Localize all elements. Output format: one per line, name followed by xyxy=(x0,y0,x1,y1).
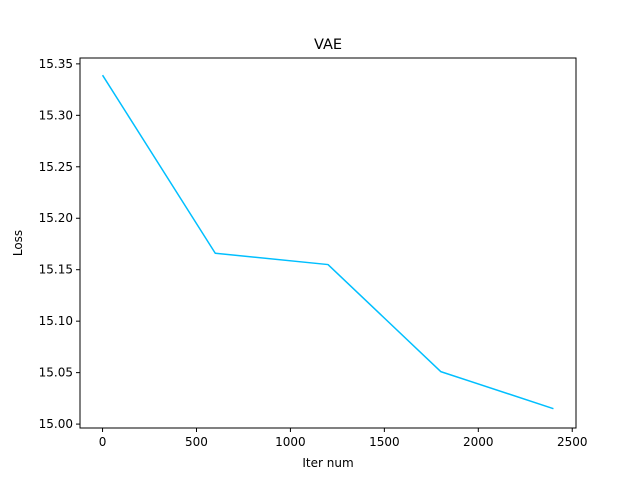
x-tick-label: 500 xyxy=(185,435,208,449)
x-tick-label: 1500 xyxy=(369,435,400,449)
x-axis-label: Iter num xyxy=(302,456,353,470)
y-tick-label: 15.20 xyxy=(39,211,73,225)
series-line-loss xyxy=(101,74,554,410)
x-tick-label: 1000 xyxy=(275,435,306,449)
chart-title: VAE xyxy=(314,37,342,53)
x-tick-label: 2500 xyxy=(557,435,588,449)
y-tick-label: 15.35 xyxy=(39,57,73,71)
y-axis: 15.00 15.05 15.10 15.15 15.20 15.25 15.30 15.35 xyxy=(39,57,80,431)
y-tick-label: 15.25 xyxy=(39,160,73,174)
x-tick-label: 0 xyxy=(99,435,107,449)
y-tick-label: 15.05 xyxy=(39,366,73,380)
plot-area xyxy=(79,57,577,429)
y-axis-label: Loss xyxy=(11,230,25,256)
y-tick-label: 15.15 xyxy=(39,263,73,277)
y-tick-label: 15.30 xyxy=(39,108,73,122)
x-axis: 0 500 1000 1500 2000 2500 xyxy=(99,428,588,449)
plot-frame xyxy=(79,57,577,429)
y-tick-label: 15.00 xyxy=(39,417,73,431)
y-tick-label: 15.10 xyxy=(39,314,73,328)
x-tick-label: 2000 xyxy=(463,435,494,449)
